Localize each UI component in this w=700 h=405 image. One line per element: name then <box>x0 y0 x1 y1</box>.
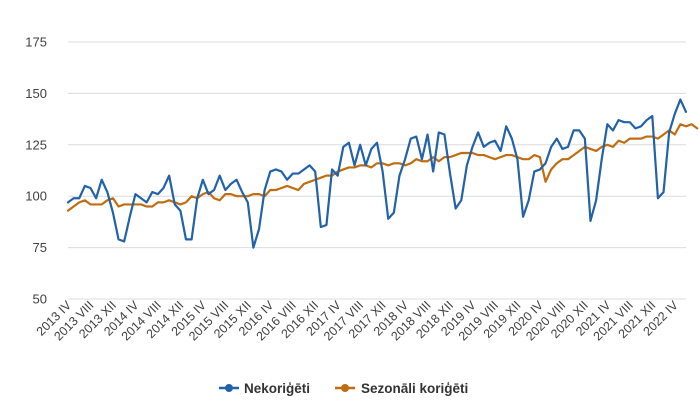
legend-item-nekorigeti[interactable]: Nekoriģēti <box>219 381 310 396</box>
y-tick-label: 125 <box>25 137 47 152</box>
legend-marker-sezonali-korigeti <box>341 384 349 392</box>
series-line-nekorigeti[interactable] <box>66 98 688 249</box>
y-tick-label: 100 <box>25 189 47 204</box>
y-tick-label: 150 <box>25 86 47 101</box>
legend-label-nekorigeti: Nekoriģēti <box>244 381 310 396</box>
y-tick-label: 50 <box>33 292 47 307</box>
legend-item-sezonali-korigeti[interactable]: Sezonāli koriģēti <box>335 381 468 396</box>
y-tick-label: 175 <box>25 35 47 50</box>
legend-label-sezonali-korigeti: Sezonāli koriģēti <box>361 381 468 396</box>
gridlines <box>68 41 686 300</box>
y-axis-labels: 50 75 100 125 150 175 <box>25 35 47 307</box>
y-tick-label: 75 <box>33 240 47 255</box>
legend-marker-nekorigeti <box>225 384 233 392</box>
legend: Nekoriģēti Sezonāli koriģēti <box>219 381 468 396</box>
series-group <box>66 98 699 249</box>
series-line-sezonali-korigeti[interactable] <box>66 123 699 212</box>
